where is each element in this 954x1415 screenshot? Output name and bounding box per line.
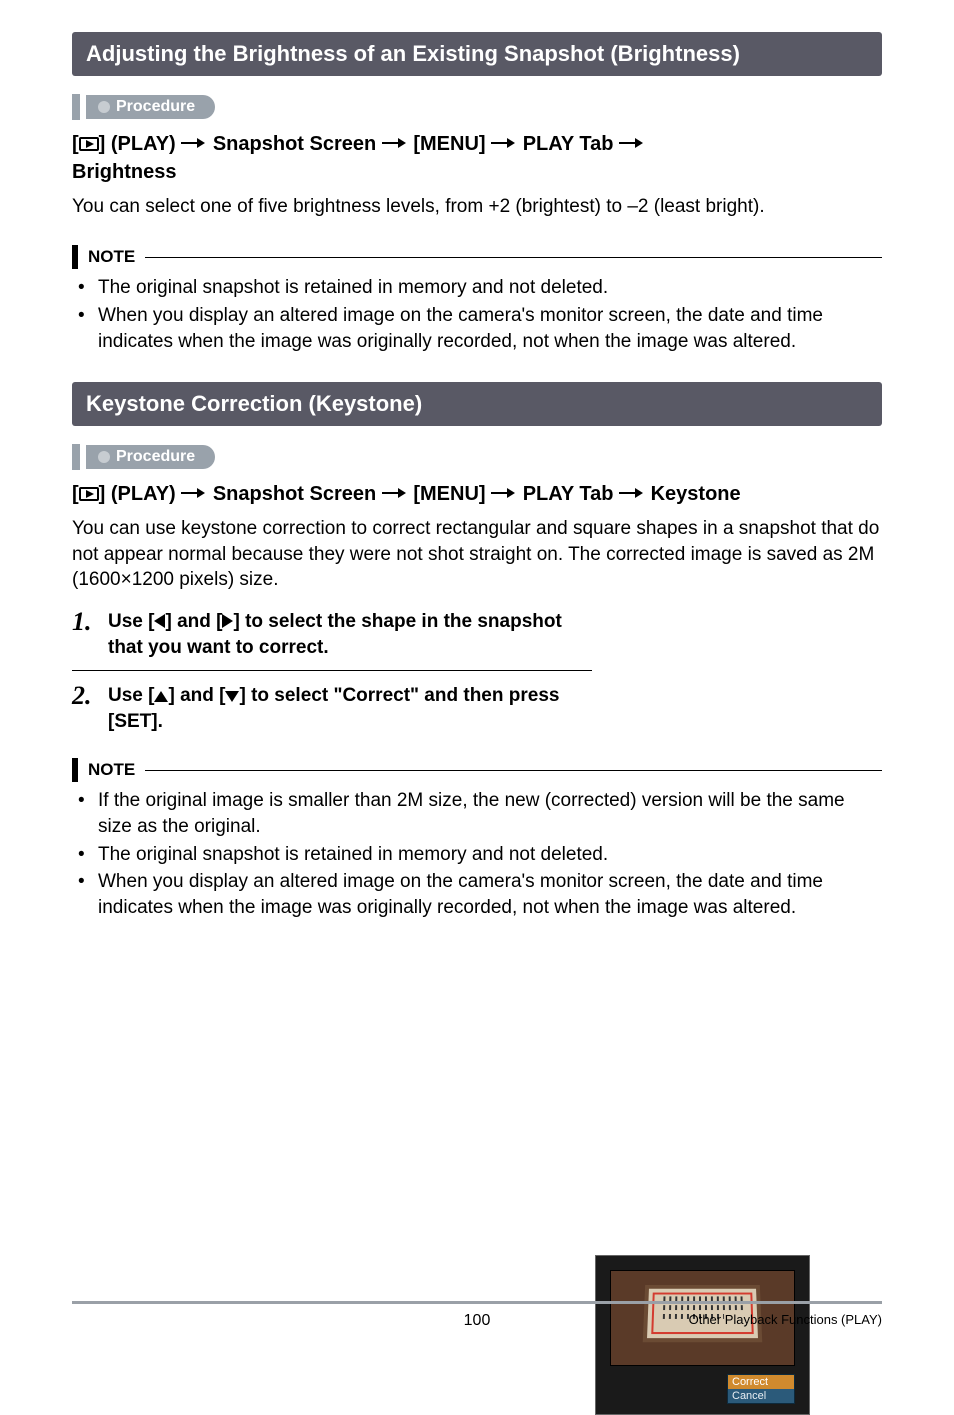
keystone-menu-correct: Correct <box>728 1375 794 1389</box>
page-number: 100 <box>464 1312 491 1330</box>
step-text-pre: Use [ <box>108 685 154 706</box>
arrow-icon <box>382 138 408 148</box>
step-text-pre: Use [ <box>108 611 154 632</box>
crumb-play: (PLAY) <box>111 483 176 505</box>
breadcrumb-brightness: [] (PLAY) Snapshot Screen [MENU] PLAY Ta… <box>72 130 882 186</box>
note-item: The original snapshot is retained in mem… <box>72 842 882 868</box>
note-list-2: If the original image is smaller than 2M… <box>72 788 882 920</box>
section-heading-keystone: Keystone Correction (Keystone) <box>72 382 882 426</box>
keystone-menu: Correct Cancel <box>727 1374 795 1404</box>
arrow-icon <box>181 488 207 498</box>
play-icon <box>79 137 99 151</box>
arrow-icon <box>619 138 645 148</box>
section-heading-brightness: Adjusting the Brightness of an Existing … <box>72 32 882 76</box>
procedure-text: Procedure <box>116 98 195 116</box>
crumb-snapshot: Snapshot Screen <box>213 483 376 505</box>
crumb-tab: PLAY Tab <box>523 483 614 505</box>
crumb-play: (PLAY) <box>111 133 176 155</box>
arrow-icon <box>491 488 517 498</box>
step-number: 2. <box>72 683 108 734</box>
crumb-menu: [MENU] <box>413 133 485 155</box>
arrow-icon <box>491 138 517 148</box>
note-label: NOTE <box>88 760 135 780</box>
note-item: When you display an altered image on the… <box>72 869 882 920</box>
note-label: NOTE <box>88 247 135 267</box>
procedure-row: Procedure <box>72 94 882 120</box>
right-arrow-icon <box>222 614 233 628</box>
note-item: The original snapshot is retained in mem… <box>72 275 882 301</box>
step-text-mid: ] and [ <box>168 685 225 706</box>
note-line <box>145 770 882 771</box>
note-item: If the original image is smaller than 2M… <box>72 788 882 839</box>
breadcrumb-keystone: [] (PLAY) Snapshot Screen [MENU] PLAY Ta… <box>72 480 882 508</box>
procedure-tick-icon <box>72 94 80 120</box>
play-icon <box>79 487 99 501</box>
procedure-bullet-icon <box>98 451 110 463</box>
procedure-label: Procedure <box>86 445 215 469</box>
crumb-menu: [MENU] <box>413 483 485 505</box>
brightness-body: You can select one of five brightness le… <box>72 194 882 220</box>
keystone-menu-cancel: Cancel <box>728 1389 794 1403</box>
note-list-1: The original snapshot is retained in mem… <box>72 275 882 354</box>
crumb-tab: PLAY Tab <box>523 133 614 155</box>
up-arrow-icon <box>154 691 168 702</box>
footer-right: Other Playback Functions (PLAY) <box>689 1312 882 1327</box>
arrow-icon <box>181 138 207 148</box>
keystone-body: You can use keystone correction to corre… <box>72 516 882 593</box>
page-footer: 100 Other Playback Functions (PLAY) <box>72 1301 882 1327</box>
note-header: NOTE <box>72 758 882 782</box>
crumb-snapshot: Snapshot Screen <box>213 133 376 155</box>
arrow-icon <box>619 488 645 498</box>
steps-block: 1. Use [] and [] to select the shape in … <box>72 609 592 735</box>
step-1: 1. Use [] and [] to select the shape in … <box>72 609 592 660</box>
left-arrow-icon <box>154 614 165 628</box>
step-text-mid: ] and [ <box>165 611 222 632</box>
step-2: 2. Use [] and [] to select "Correct" and… <box>72 683 592 734</box>
keystone-screenshot: Correct Cancel <box>595 1255 810 1415</box>
down-arrow-icon <box>225 691 239 702</box>
arrow-icon <box>382 488 408 498</box>
note-line <box>145 257 882 258</box>
step-number: 1. <box>72 609 108 660</box>
note-bar-icon <box>72 758 78 782</box>
procedure-text: Procedure <box>116 448 195 466</box>
step-text: Use [] and [] to select "Correct" and th… <box>108 683 592 734</box>
crumb-last: Brightness <box>72 161 176 183</box>
note-item: When you display an altered image on the… <box>72 303 882 354</box>
note-header: NOTE <box>72 245 882 269</box>
procedure-label: Procedure <box>86 95 215 119</box>
procedure-tick-icon <box>72 444 80 470</box>
procedure-bullet-icon <box>98 101 110 113</box>
crumb-last: Keystone <box>651 483 741 505</box>
step-text: Use [] and [] to select the shape in the… <box>108 609 592 660</box>
step-divider <box>72 670 592 671</box>
procedure-row: Procedure <box>72 444 882 470</box>
note-bar-icon <box>72 245 78 269</box>
